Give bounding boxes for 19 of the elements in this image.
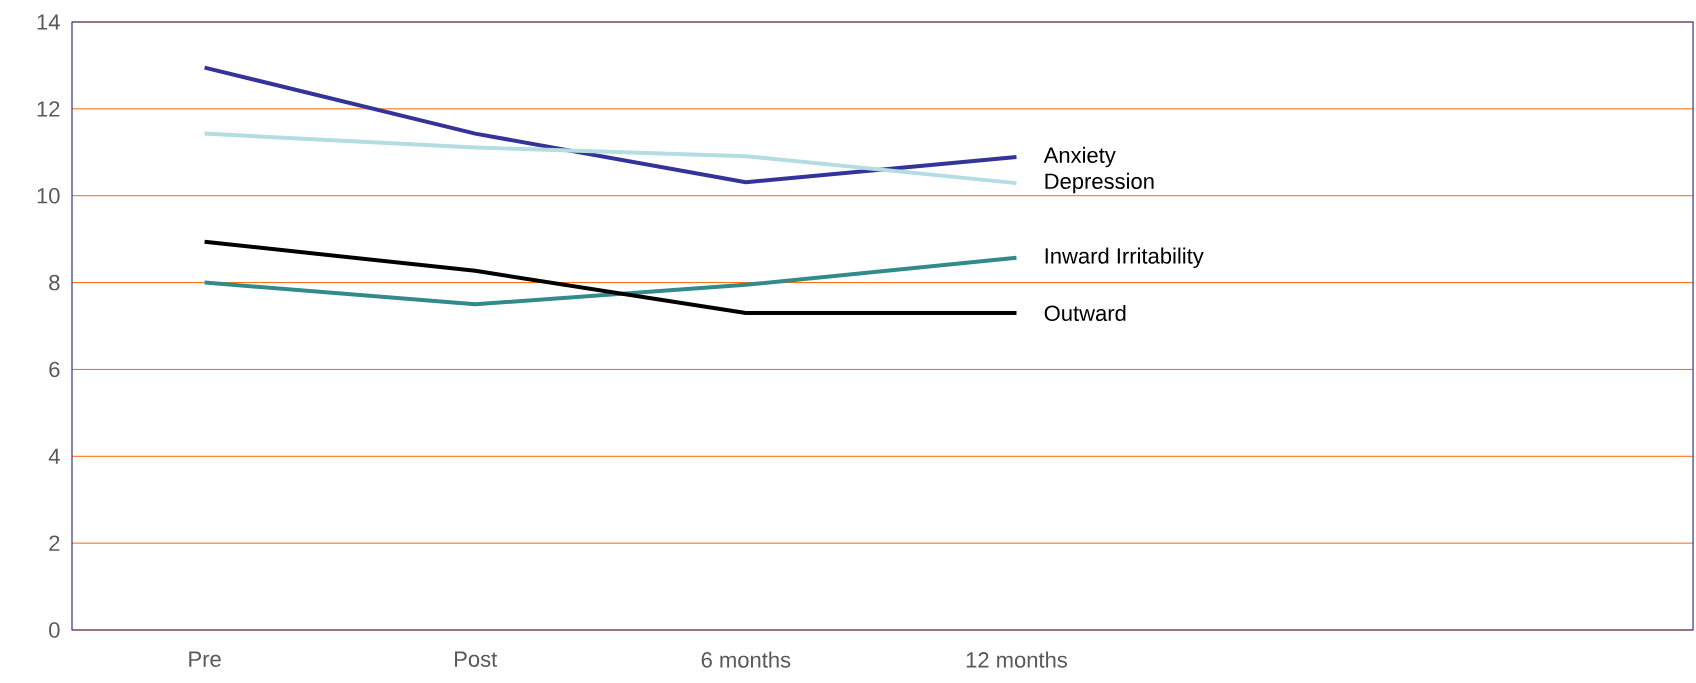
y-tick-label: 14	[37, 14, 60, 30]
y-tick-label: 0	[49, 622, 60, 638]
y-tick-label: 4	[48, 448, 60, 464]
x-tick-label: 12 months	[966, 651, 1068, 668]
line-series	[202, 131, 1019, 186]
series-label: Anxiety	[1043, 146, 1116, 168]
y-tick-label: 10	[37, 187, 60, 204]
y-tick-label: 12	[37, 101, 60, 117]
y-tick-label: 2	[49, 535, 60, 551]
line-series	[202, 255, 1019, 307]
x-tick-label: Post	[455, 651, 498, 667]
x-tick-label: Pre	[189, 651, 221, 667]
series-label: Inward Irritability	[1045, 247, 1204, 269]
series-label: Outward	[1044, 304, 1126, 322]
y-tick-label: 6	[49, 361, 60, 378]
line-series	[202, 65, 1019, 185]
y-tick-label: 8	[49, 274, 60, 291]
series-label: Depression	[1045, 172, 1154, 194]
x-tick-label: 6 months	[701, 651, 791, 668]
